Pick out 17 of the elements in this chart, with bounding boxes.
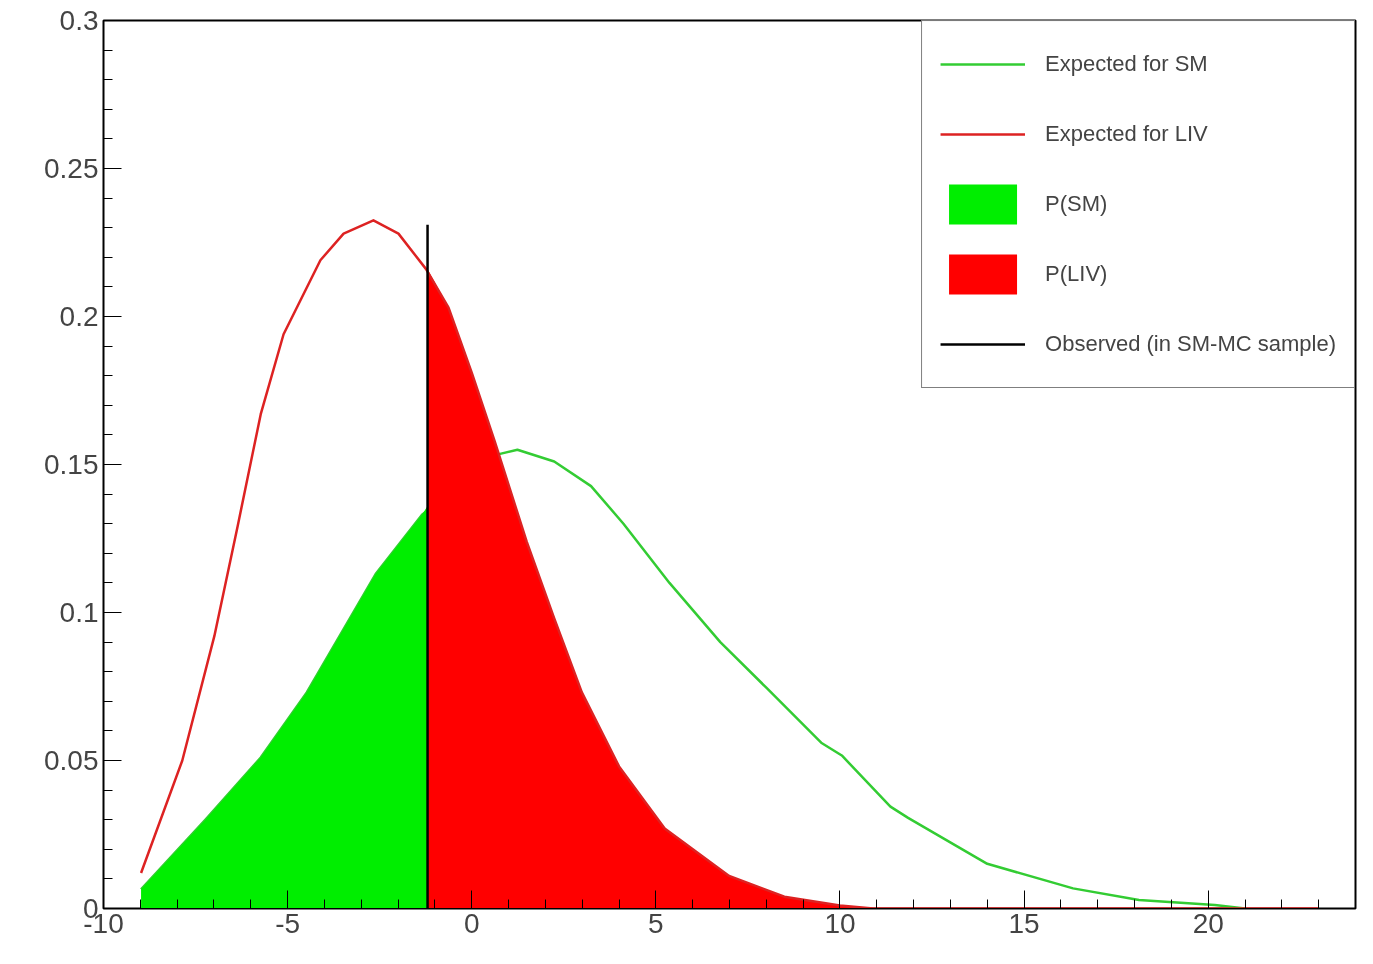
x-tick-label: 5: [648, 907, 664, 939]
x-tick-label: 10: [824, 907, 856, 939]
legend-label: Observed (in SM-MC sample): [1045, 331, 1336, 357]
y-tick-label: 0.2: [59, 301, 99, 332]
y-tick-label: 0.05: [44, 745, 99, 776]
x-tick-label: 15: [1008, 907, 1040, 939]
legend-label: Expected for LIV: [1045, 121, 1208, 147]
x-tick-label: -5: [275, 907, 301, 939]
legend-label: P(LIV): [1045, 261, 1108, 287]
x-tick-label: 20: [1192, 907, 1224, 939]
legend-label: Expected for SM: [1045, 51, 1208, 77]
y-tick-label: 0.15: [44, 449, 99, 480]
y-tick-label: 0.1: [59, 597, 99, 628]
legend-label: P(SM): [1045, 191, 1108, 217]
y-tick-label: 0.25: [44, 153, 99, 184]
y-tick-label: 0.3: [59, 5, 99, 36]
x-tick-label: 0: [463, 907, 480, 939]
